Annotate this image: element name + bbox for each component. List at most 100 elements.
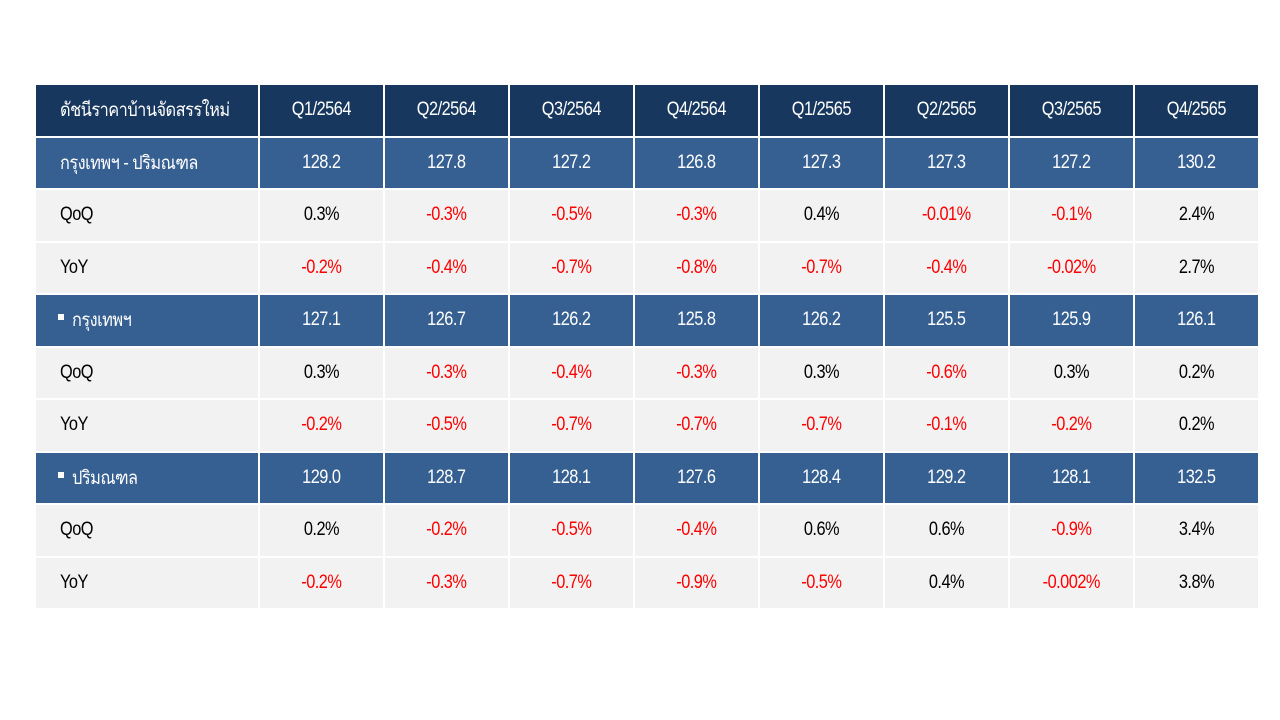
value-cell-r8-c2-text: -0.2%: [426, 519, 467, 541]
value-cell-r4-c4: 125.8: [635, 295, 760, 348]
value-cell-r4-c3: 126.2: [510, 295, 635, 348]
value-cell-r6-c4-text: -0.7%: [676, 414, 717, 436]
value-cell-r8-c6-text: 0.6%: [928, 519, 965, 541]
value-cell-r3-c4-text: -0.8%: [676, 256, 717, 278]
value-cell-r9-c6-text: 0.4%: [928, 571, 965, 593]
header-column-4: Q4/2564: [635, 85, 760, 138]
value-cell-r9-c8: 3.8%: [1135, 557, 1260, 610]
value-cell-r2-c6: -0.01%: [885, 190, 1010, 243]
value-cell-r3-c7-text: -0.02%: [1047, 256, 1096, 278]
value-cell-r8-c5: 0.6%: [760, 505, 885, 558]
value-cell-r7-c5-text: 128.4: [802, 466, 841, 488]
header-label-cell: ดัชนีราคาบ้านจัดสรรใหม่: [36, 85, 260, 138]
row-label-5-text: QoQ: [60, 361, 93, 383]
row-label-2-text: QoQ: [60, 204, 93, 226]
value-cell-r9-c1-text: -0.2%: [301, 571, 342, 593]
value-cell-r5-c2-text: -0.3%: [426, 361, 467, 383]
value-cell-r6-c3-text: -0.7%: [551, 414, 592, 436]
value-cell-r5-c3: -0.4%: [510, 347, 635, 400]
value-cell-r2-c6-text: -0.01%: [922, 204, 971, 226]
value-cell-r5-c2: -0.3%: [385, 347, 510, 400]
value-cell-r4-c5: 126.2: [760, 295, 885, 348]
header-column-1-text: Q1/2564: [291, 99, 352, 121]
value-cell-r9-c4-text: -0.9%: [676, 571, 717, 593]
value-cell-r3-c4: -0.8%: [635, 242, 760, 295]
value-cell-r3-c6: -0.4%: [885, 242, 1010, 295]
value-cell-r7-c2-text: 128.7: [427, 466, 466, 488]
value-cell-r7-c3-text: 128.1: [552, 466, 591, 488]
value-cell-r5-c5-text: 0.3%: [803, 361, 840, 383]
header-column-8: Q4/2565: [1135, 85, 1260, 138]
row-label-6-text: YoY: [60, 414, 88, 436]
value-cell-r7-c4-text: 127.6: [677, 466, 716, 488]
housing-price-index-table: ดัชนีราคาบ้านจัดสรรใหม่ Q1/2564 Q2/2564 Q3/…: [36, 85, 1260, 610]
value-cell-r2-c5: 0.4%: [760, 190, 885, 243]
value-cell-r6-c7-text: -0.2%: [1051, 414, 1092, 436]
value-cell-r7-c7: 128.1: [1010, 452, 1135, 505]
value-cell-r6-c6-text: -0.1%: [926, 414, 967, 436]
value-cell-r7-c6: 129.2: [885, 452, 1010, 505]
value-cell-r8-c8: 3.4%: [1135, 505, 1260, 558]
value-cell-r5-c4-text: -0.3%: [676, 361, 717, 383]
value-cell-r1-c6-text: 127.3: [927, 151, 966, 173]
value-cell-r4-c5-text: 126.2: [802, 309, 841, 331]
value-cell-r6-c1: -0.2%: [260, 400, 385, 453]
value-cell-r5-c7-text: 0.3%: [1053, 361, 1090, 383]
value-cell-r9-c5-text: -0.5%: [801, 571, 842, 593]
header-column-7: Q3/2565: [1010, 85, 1135, 138]
header-column-7-text: Q3/2565: [1041, 99, 1102, 121]
value-cell-r6-c3: -0.7%: [510, 400, 635, 453]
row-label-4: กรุงเทพฯ: [36, 295, 260, 348]
row-label-7: ปริมณฑล: [36, 452, 260, 505]
value-cell-r1-c5-text: 127.3: [802, 151, 841, 173]
value-cell-r7-c6-text: 129.2: [927, 466, 966, 488]
value-cell-r1-c1-text: 128.2: [302, 151, 341, 173]
value-cell-r4-c4-text: 125.8: [677, 309, 716, 331]
header-column-2-text: Q2/2564: [416, 99, 477, 121]
value-cell-r4-c7-text: 125.9: [1052, 309, 1091, 331]
value-cell-r6-c8: 0.2%: [1135, 400, 1260, 453]
value-cell-r2-c4: -0.3%: [635, 190, 760, 243]
value-cell-r4-c6: 125.5: [885, 295, 1010, 348]
value-cell-r7-c8-text: 132.5: [1177, 466, 1216, 488]
row-label-8-text: QoQ: [60, 519, 93, 541]
value-cell-r3-c6-text: -0.4%: [926, 256, 967, 278]
value-cell-r7-c1-text: 129.0: [302, 466, 341, 488]
value-cell-r8-c1-text: 0.2%: [303, 519, 340, 541]
value-cell-r2-c4-text: -0.3%: [676, 204, 717, 226]
value-cell-r7-c1: 129.0: [260, 452, 385, 505]
header-column-3: Q3/2564: [510, 85, 635, 138]
value-cell-r8-c4-text: -0.4%: [676, 519, 717, 541]
value-cell-r3-c1: -0.2%: [260, 242, 385, 295]
value-cell-r1-c6: 127.3: [885, 137, 1010, 190]
header-column-1: Q1/2564: [260, 85, 385, 138]
value-cell-r1-c7-text: 127.2: [1052, 151, 1091, 173]
value-cell-r1-c5: 127.3: [760, 137, 885, 190]
header-column-6-text: Q2/2565: [916, 99, 977, 121]
value-cell-r1-c1: 128.2: [260, 137, 385, 190]
value-cell-r9-c8-text: 3.8%: [1178, 571, 1215, 593]
value-cell-r8-c2: -0.2%: [385, 505, 510, 558]
value-cell-r6-c5: -0.7%: [760, 400, 885, 453]
row-label-3-text: YoY: [60, 256, 88, 278]
value-cell-r9-c7-text: -0.002%: [1042, 571, 1101, 593]
value-cell-r2-c1: 0.3%: [260, 190, 385, 243]
value-cell-r6-c2-text: -0.5%: [426, 414, 467, 436]
value-cell-r1-c8-text: 130.2: [1177, 151, 1216, 173]
value-cell-r9-c3-text: -0.7%: [551, 571, 592, 593]
value-cell-r5-c8: 0.2%: [1135, 347, 1260, 400]
value-cell-r3-c5: -0.7%: [760, 242, 885, 295]
value-cell-r2-c5-text: 0.4%: [803, 204, 840, 226]
value-cell-r2-c3: -0.5%: [510, 190, 635, 243]
row-label-3: YoY: [36, 242, 260, 295]
value-cell-r3-c8: 2.7%: [1135, 242, 1260, 295]
value-cell-r2-c7: -0.1%: [1010, 190, 1135, 243]
bullet-icon: [58, 471, 64, 478]
value-cell-r5-c1-text: 0.3%: [303, 361, 340, 383]
row-label-6: YoY: [36, 400, 260, 453]
value-cell-r9-c5: -0.5%: [760, 557, 885, 610]
value-cell-r4-c7: 125.9: [1010, 295, 1135, 348]
value-cell-r7-c5: 128.4: [760, 452, 885, 505]
value-cell-r3-c7: -0.02%: [1010, 242, 1135, 295]
value-cell-r3-c2: -0.4%: [385, 242, 510, 295]
